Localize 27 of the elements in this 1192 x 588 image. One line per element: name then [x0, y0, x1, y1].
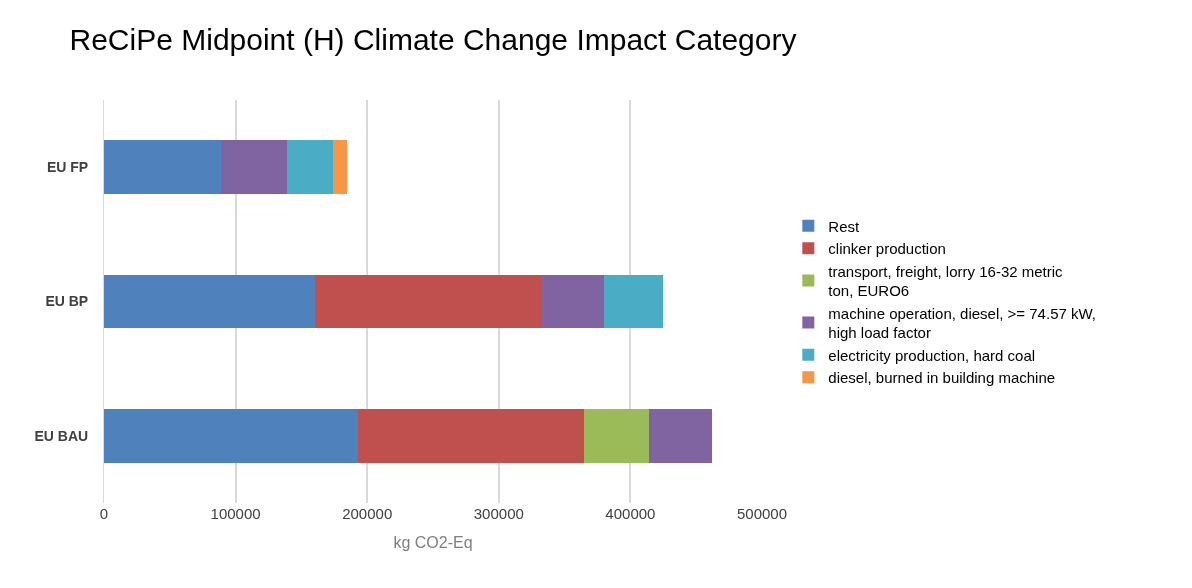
x-axis-title: kg CO2-Eq: [393, 533, 473, 551]
legend-label: Rest: [828, 217, 860, 235]
chart-title: ReCiPe Midpoint (H) Climate Change Impact Category: [69, 23, 797, 57]
y-tick-label: EU BAU: [34, 427, 89, 444]
x-tick-label: 400000: [605, 505, 656, 522]
x-tick-label: 100000: [210, 505, 261, 522]
bar: [540, 274, 605, 329]
bar: [357, 408, 585, 463]
legend-label: electricity production, hard coal: [828, 346, 1036, 364]
bar: [286, 140, 333, 195]
y-tick-label: EU BP: [45, 293, 89, 310]
x-tick-label: 0: [99, 505, 109, 522]
bar: [604, 274, 664, 329]
x-tick-label: 300000: [473, 505, 524, 522]
x-tick-label: 200000: [342, 505, 393, 522]
bar: [584, 408, 649, 463]
bar: [314, 274, 541, 329]
bar: [648, 408, 712, 463]
bar: [104, 408, 358, 463]
bar: [332, 140, 348, 195]
legend-label: diesel, burned in building machine: [828, 369, 1056, 387]
bar: [104, 274, 315, 329]
x-tick-label: 500000: [736, 505, 788, 522]
y-tick-label: EU FP: [46, 159, 89, 176]
bar: [104, 140, 222, 195]
legend-label: clinker production: [828, 240, 946, 258]
bar: [221, 140, 287, 195]
